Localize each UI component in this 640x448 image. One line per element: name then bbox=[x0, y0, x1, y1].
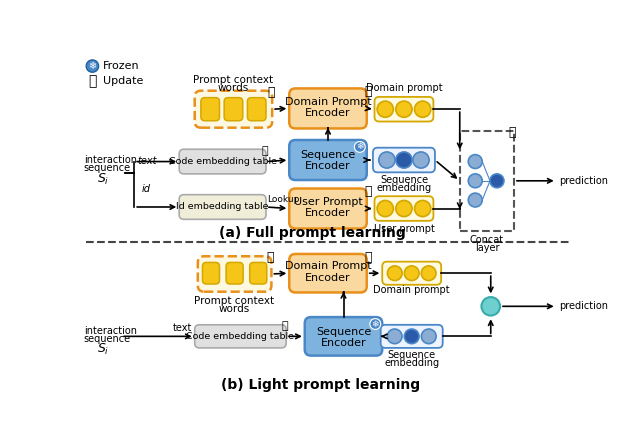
Circle shape bbox=[377, 101, 394, 117]
Text: sequence: sequence bbox=[84, 334, 131, 345]
Text: 🔥: 🔥 bbox=[261, 146, 268, 156]
FancyBboxPatch shape bbox=[250, 263, 267, 284]
Text: ❄: ❄ bbox=[372, 319, 379, 328]
FancyBboxPatch shape bbox=[382, 262, 441, 285]
Text: text: text bbox=[137, 156, 156, 166]
Text: ❄: ❄ bbox=[88, 61, 97, 71]
Circle shape bbox=[490, 174, 504, 188]
Circle shape bbox=[468, 193, 482, 207]
Text: Code embedding table: Code embedding table bbox=[168, 157, 276, 166]
Text: 🔥: 🔥 bbox=[267, 86, 275, 99]
Circle shape bbox=[468, 155, 482, 168]
Text: Concat: Concat bbox=[470, 235, 504, 245]
Text: Sequence: Sequence bbox=[380, 175, 428, 185]
Circle shape bbox=[396, 101, 412, 117]
Circle shape bbox=[370, 319, 381, 329]
Circle shape bbox=[355, 142, 365, 152]
Bar bbox=[460, 131, 514, 231]
Text: Encoder: Encoder bbox=[305, 208, 351, 218]
Text: id: id bbox=[142, 184, 151, 194]
Text: (b) Light prompt learning: (b) Light prompt learning bbox=[221, 378, 420, 392]
Text: prediction: prediction bbox=[559, 302, 608, 311]
Text: User Prompt: User Prompt bbox=[294, 197, 362, 207]
FancyBboxPatch shape bbox=[381, 325, 443, 348]
Text: (a) Full prompt learning: (a) Full prompt learning bbox=[219, 226, 406, 240]
Circle shape bbox=[468, 174, 482, 188]
Circle shape bbox=[396, 200, 412, 217]
FancyBboxPatch shape bbox=[374, 97, 433, 121]
Text: User prompt: User prompt bbox=[374, 224, 435, 233]
Circle shape bbox=[421, 329, 436, 344]
FancyBboxPatch shape bbox=[305, 317, 382, 356]
Text: embedding: embedding bbox=[384, 358, 439, 367]
Text: Sequence: Sequence bbox=[300, 151, 356, 160]
Text: Encoder: Encoder bbox=[305, 108, 351, 118]
Text: words: words bbox=[219, 304, 250, 314]
Text: interaction: interaction bbox=[84, 155, 137, 165]
FancyBboxPatch shape bbox=[374, 196, 433, 221]
Circle shape bbox=[413, 152, 429, 168]
FancyBboxPatch shape bbox=[179, 149, 266, 174]
Text: 🔥: 🔥 bbox=[282, 321, 288, 332]
Text: Sequence: Sequence bbox=[388, 350, 436, 360]
Text: 🔥: 🔥 bbox=[88, 74, 97, 89]
Text: 🔥: 🔥 bbox=[266, 251, 274, 264]
Text: Update: Update bbox=[103, 77, 143, 86]
Text: Code embedding table: Code embedding table bbox=[186, 332, 294, 341]
Circle shape bbox=[421, 266, 436, 280]
Text: 🔥: 🔥 bbox=[365, 85, 372, 98]
Text: layer: layer bbox=[475, 243, 499, 253]
FancyBboxPatch shape bbox=[289, 189, 367, 228]
Text: Id embedding table: Id embedding table bbox=[177, 202, 269, 211]
Text: Lookup: Lookup bbox=[268, 195, 300, 204]
Text: 🔥: 🔥 bbox=[365, 250, 372, 263]
Text: $S_i$: $S_i$ bbox=[97, 172, 109, 187]
FancyBboxPatch shape bbox=[226, 263, 243, 284]
Text: Prompt context: Prompt context bbox=[193, 75, 273, 85]
FancyBboxPatch shape bbox=[195, 91, 272, 128]
Text: Domain prompt: Domain prompt bbox=[365, 83, 442, 94]
FancyBboxPatch shape bbox=[201, 98, 220, 121]
Text: Domain Prompt: Domain Prompt bbox=[285, 96, 371, 107]
Circle shape bbox=[377, 200, 394, 217]
Text: ❄: ❄ bbox=[356, 142, 364, 151]
Circle shape bbox=[404, 329, 419, 344]
FancyBboxPatch shape bbox=[248, 98, 266, 121]
FancyBboxPatch shape bbox=[198, 256, 271, 292]
Text: 🔥: 🔥 bbox=[509, 126, 516, 139]
Text: Prompt context: Prompt context bbox=[194, 296, 275, 306]
Circle shape bbox=[481, 297, 500, 315]
FancyBboxPatch shape bbox=[289, 88, 367, 129]
FancyBboxPatch shape bbox=[202, 263, 220, 284]
Text: 🔥: 🔥 bbox=[365, 185, 372, 198]
Text: $S_i$: $S_i$ bbox=[97, 342, 109, 357]
Circle shape bbox=[415, 200, 431, 217]
FancyBboxPatch shape bbox=[289, 140, 367, 180]
Text: text: text bbox=[173, 323, 193, 333]
FancyBboxPatch shape bbox=[195, 325, 286, 348]
Text: prediction: prediction bbox=[559, 176, 608, 186]
Text: Encoder: Encoder bbox=[305, 273, 351, 283]
Text: Sequence: Sequence bbox=[316, 327, 371, 337]
Circle shape bbox=[387, 329, 402, 344]
Text: Frozen: Frozen bbox=[103, 61, 140, 71]
Text: Encoder: Encoder bbox=[321, 337, 366, 348]
Text: sequence: sequence bbox=[84, 164, 131, 173]
Circle shape bbox=[404, 266, 419, 280]
FancyBboxPatch shape bbox=[179, 195, 266, 220]
Text: Domain prompt: Domain prompt bbox=[373, 285, 450, 295]
FancyBboxPatch shape bbox=[289, 254, 367, 293]
FancyBboxPatch shape bbox=[224, 98, 243, 121]
Text: Domain Prompt: Domain Prompt bbox=[285, 261, 371, 271]
Circle shape bbox=[396, 152, 412, 168]
Text: Encoder: Encoder bbox=[305, 161, 351, 171]
Circle shape bbox=[387, 266, 402, 280]
Circle shape bbox=[86, 60, 99, 72]
Circle shape bbox=[379, 152, 395, 168]
FancyBboxPatch shape bbox=[373, 148, 435, 172]
Text: embedding: embedding bbox=[376, 183, 431, 193]
Text: words: words bbox=[218, 82, 249, 93]
Text: interaction: interaction bbox=[84, 326, 137, 336]
Circle shape bbox=[415, 101, 431, 117]
